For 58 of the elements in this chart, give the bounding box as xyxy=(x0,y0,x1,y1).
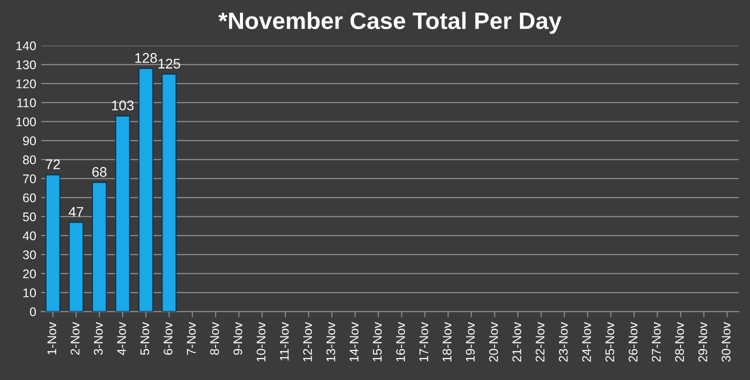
x-tick-label: 24-Nov xyxy=(582,322,591,362)
bar xyxy=(162,74,177,312)
bar xyxy=(138,68,154,312)
x-tick-label: 20-Nov xyxy=(489,322,498,362)
data-label: 72 xyxy=(46,159,60,170)
y-tick-label: 90 xyxy=(23,136,36,146)
x-tick-label: 17-Nov xyxy=(420,322,428,362)
y-tick-label: 30 xyxy=(22,250,36,260)
bar xyxy=(115,115,130,312)
x-tick-label: 3-Nov xyxy=(94,322,103,355)
x-tick-label: 21-Nov xyxy=(512,322,522,362)
x-tick-label: 18-Nov xyxy=(442,322,452,362)
x-tick-label: 4-Nov xyxy=(117,322,126,356)
y-tick-label: 130 xyxy=(16,60,36,70)
x-tick-label: 19-Nov xyxy=(466,322,475,362)
x-tick-label: 27-Nov xyxy=(652,322,661,362)
data-label: 68 xyxy=(92,167,106,177)
data-label: 125 xyxy=(158,58,180,69)
y-tick-label: 60 xyxy=(23,193,36,202)
x-tick-label: 12-Nov xyxy=(303,322,312,362)
x-tick-label: 2-Nov xyxy=(70,322,80,355)
x-tick-label: 29-Nov xyxy=(698,322,708,362)
y-tick-label: 20 xyxy=(23,269,36,278)
chart-title: *November Case Total Per Day xyxy=(218,12,562,34)
x-tick-label: 28-Nov xyxy=(675,322,684,362)
y-tick-label: 110 xyxy=(17,98,36,108)
y-tick-label: 100 xyxy=(16,117,36,126)
x-tick-label: 26-Nov xyxy=(628,322,638,362)
x-tick-label: 7-Nov xyxy=(187,322,196,355)
x-tick-label: 5-Nov xyxy=(140,322,150,355)
x-tick-label: 22-Nov xyxy=(536,322,544,362)
x-tick-label: 10-Nov xyxy=(256,322,266,362)
x-tick-label: 30-Nov xyxy=(722,322,730,362)
y-tick-label: 10 xyxy=(23,288,36,298)
bar xyxy=(45,174,60,312)
x-tick-label: 1-Nov xyxy=(48,322,56,354)
x-tick-label: 13-Nov xyxy=(326,322,336,362)
y-tick-label: 80 xyxy=(23,155,36,164)
y-tick-label: 120 xyxy=(16,79,36,88)
y-tick-label: 70 xyxy=(23,174,36,184)
y-tick-label: 0 xyxy=(30,307,36,316)
x-tick-label: 11-Nov xyxy=(280,322,289,360)
data-label: 103 xyxy=(112,100,134,110)
bar xyxy=(92,182,107,312)
x-tick-label: 23-Nov xyxy=(558,322,568,362)
x-tick-label: 25-Nov xyxy=(605,322,614,362)
x-tick-label: 9-Nov xyxy=(233,322,242,355)
x-tick-label: 8-Nov xyxy=(210,322,219,355)
x-tick-label: 6-Nov xyxy=(164,322,172,355)
x-tick-label: 15-Nov xyxy=(373,322,382,362)
x-tick-label: 16-Nov xyxy=(396,322,405,362)
data-label: 47 xyxy=(68,207,84,217)
y-tick-label: 140 xyxy=(16,41,36,50)
y-tick-label: 40 xyxy=(22,231,36,240)
data-label: 128 xyxy=(135,53,157,63)
x-tick-label: 14-Nov xyxy=(350,322,358,362)
bar xyxy=(68,222,84,312)
y-tick-label: 50 xyxy=(22,212,36,222)
